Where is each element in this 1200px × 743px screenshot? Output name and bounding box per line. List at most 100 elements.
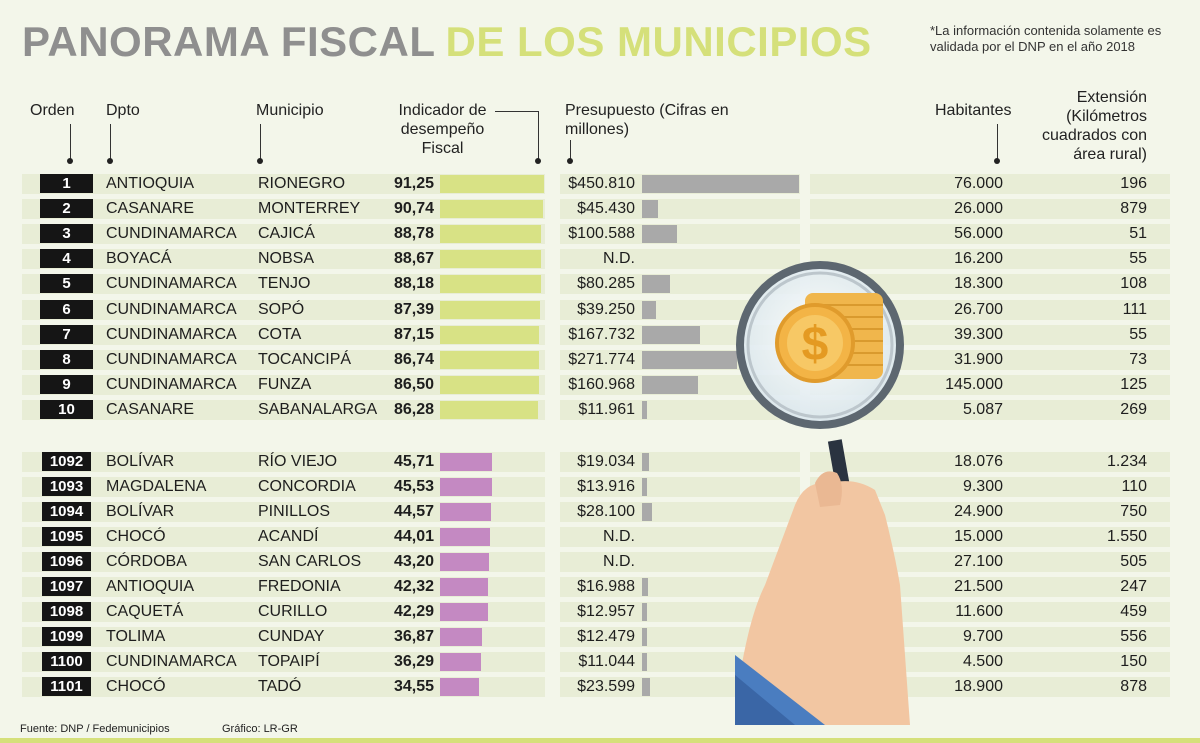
department-cell: CUNDINAMARCA bbox=[106, 653, 237, 671]
header-pointer-line bbox=[538, 111, 539, 160]
extension-cell: 108 bbox=[1120, 275, 1147, 293]
indicator-value: 86,50 bbox=[394, 375, 435, 393]
header-pointer-dot bbox=[567, 158, 573, 164]
row-background bbox=[560, 476, 800, 497]
extension-cell: 269 bbox=[1120, 400, 1147, 418]
rank-badge: 3 bbox=[40, 224, 93, 244]
header-extension: Extensión (Kilómetros cuadrados con área… bbox=[1042, 89, 1147, 163]
row-background bbox=[560, 299, 800, 320]
source-footer: Fuente: DNP / Fedemunicipios bbox=[20, 723, 170, 735]
budget-bar bbox=[642, 400, 647, 419]
row-background bbox=[560, 199, 800, 220]
header-habitantes: Habitantes bbox=[935, 102, 1012, 119]
row-background bbox=[810, 476, 1170, 497]
indicator-bar bbox=[440, 653, 482, 672]
page-title: PANORAMA FISCAL DE LOS MUNICIPIOS bbox=[22, 18, 872, 66]
population-cell: 9.300 bbox=[962, 477, 1003, 495]
title-part-green: DE LOS MUNICIPIOS bbox=[445, 18, 872, 65]
department-cell: CUNDINAMARCA bbox=[106, 300, 237, 318]
indicator-value: 87,39 bbox=[394, 300, 435, 318]
header-pointer-dot bbox=[107, 158, 113, 164]
budget-value: $160.968 bbox=[568, 375, 635, 393]
row-background bbox=[810, 551, 1170, 572]
indicator-bar bbox=[440, 552, 490, 571]
svg-text:$: $ bbox=[802, 318, 829, 371]
credit-footer: Gráfico: LR-GR bbox=[222, 723, 298, 735]
department-cell: CUNDINAMARCA bbox=[106, 350, 237, 368]
budget-bar bbox=[642, 502, 652, 521]
population-cell: 27.100 bbox=[954, 552, 1003, 570]
indicator-value: 86,74 bbox=[394, 350, 435, 368]
indicator-value: 45,71 bbox=[394, 452, 435, 470]
budget-value: $16.988 bbox=[577, 578, 635, 595]
indicator-value: 86,28 bbox=[394, 400, 435, 418]
population-cell: 4.500 bbox=[962, 653, 1003, 671]
indicator-bar bbox=[440, 275, 541, 294]
population-cell: 18.300 bbox=[954, 275, 1003, 293]
indicator-bar bbox=[440, 400, 539, 419]
budget-value: $11.044 bbox=[578, 653, 635, 671]
extension-cell: 750 bbox=[1120, 502, 1147, 520]
rank-badge: 1093 bbox=[42, 476, 91, 496]
budget-bar bbox=[642, 275, 670, 294]
indicator-bar bbox=[440, 250, 542, 269]
budget-bar bbox=[642, 300, 656, 319]
budget-bar bbox=[642, 175, 799, 193]
row-background bbox=[560, 224, 800, 245]
row-background bbox=[22, 199, 545, 220]
extension-cell: 459 bbox=[1120, 603, 1147, 621]
budget-bar bbox=[642, 452, 649, 471]
rank-badge: 1099 bbox=[42, 627, 91, 647]
indicator-bar bbox=[440, 175, 544, 193]
row-background bbox=[560, 526, 800, 547]
rank-badge: 1092 bbox=[42, 451, 91, 471]
budget-value: N.D. bbox=[603, 552, 635, 570]
indicator-bar bbox=[440, 200, 544, 219]
population-cell: 18.076 bbox=[954, 452, 1003, 470]
row-background bbox=[22, 324, 545, 345]
rank-badge: 1098 bbox=[42, 602, 91, 622]
population-cell: 21.500 bbox=[954, 578, 1003, 595]
indicator-bar bbox=[440, 225, 542, 244]
indicator-value: 88,18 bbox=[394, 275, 435, 293]
row-background bbox=[22, 224, 545, 245]
title-part-gray: PANORAMA FISCAL bbox=[22, 18, 436, 65]
indicator-value: 43,20 bbox=[394, 552, 435, 570]
population-cell: 31.900 bbox=[954, 350, 1003, 368]
budget-value: $39.250 bbox=[577, 300, 635, 318]
population-cell: 5.087 bbox=[962, 400, 1003, 418]
indicator-value: 36,87 bbox=[394, 628, 435, 646]
indicator-value: 44,57 bbox=[394, 502, 435, 520]
header-pointer-line bbox=[110, 124, 111, 160]
indicator-bar bbox=[440, 678, 480, 697]
indicator-value: 34,55 bbox=[394, 678, 435, 696]
row-background bbox=[810, 174, 1170, 194]
population-cell: 9.700 bbox=[962, 628, 1003, 646]
indicator-bar bbox=[440, 375, 539, 394]
municipality-cell: TENJO bbox=[258, 275, 311, 293]
row-background bbox=[22, 451, 545, 472]
row-background bbox=[810, 249, 1170, 270]
rank-badge: 1 bbox=[40, 174, 93, 193]
municipality-cell: ACANDÍ bbox=[258, 527, 319, 545]
rank-badge: 6 bbox=[40, 299, 93, 319]
row-background bbox=[810, 224, 1170, 245]
budget-value: $12.957 bbox=[577, 603, 635, 621]
header-pointer-line bbox=[260, 124, 261, 160]
department-cell: MAGDALENA bbox=[106, 477, 207, 495]
budget-value: $80.285 bbox=[577, 275, 635, 293]
department-cell: BOLÍVAR bbox=[106, 502, 175, 520]
budget-bar bbox=[642, 350, 737, 369]
rank-badge: 5 bbox=[40, 274, 93, 294]
row-background bbox=[22, 577, 545, 597]
rank-badge: 10 bbox=[40, 399, 93, 419]
indicator-value: 90,74 bbox=[394, 200, 435, 218]
header-pointer-dot bbox=[994, 158, 1000, 164]
row-background bbox=[22, 677, 545, 698]
department-cell: CASANARE bbox=[106, 400, 195, 418]
indicator-bar bbox=[440, 325, 540, 344]
municipality-cell: MONTERREY bbox=[258, 200, 361, 218]
extension-cell: 110 bbox=[1121, 477, 1147, 495]
row-background bbox=[22, 399, 545, 420]
population-cell: 24.900 bbox=[954, 502, 1003, 520]
